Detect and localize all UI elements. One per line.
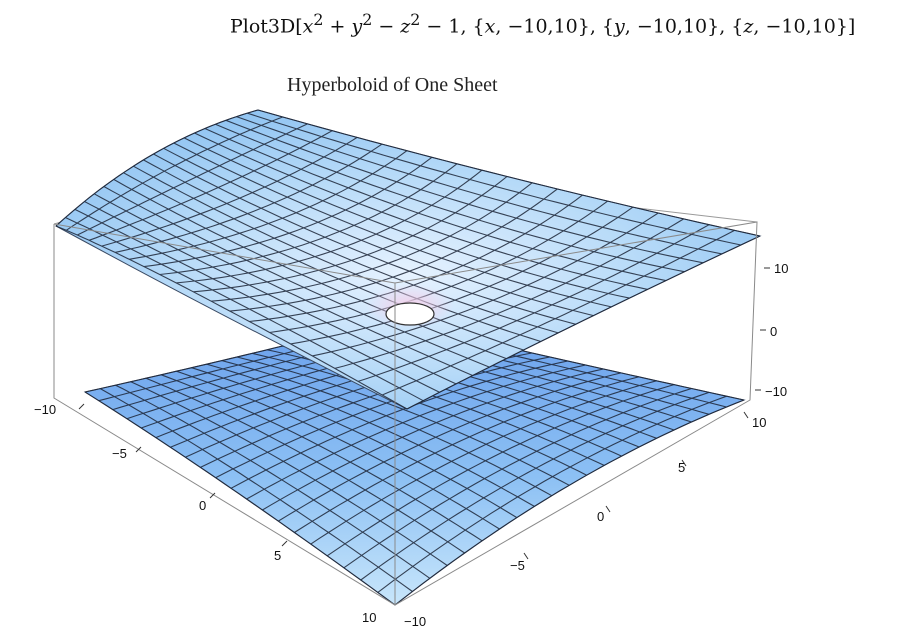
- mesh-line: [211, 182, 533, 302]
- mesh-line: [394, 399, 745, 606]
- mesh-line: [55, 109, 259, 227]
- x-tick-label: 0: [199, 498, 206, 513]
- y-axis-labels: −10 −5 0 5 10: [404, 415, 766, 629]
- x-tick-label: 10: [362, 610, 376, 625]
- upper-sheet-surface: [55, 109, 762, 410]
- mesh-line: [381, 229, 735, 396]
- mesh-line: [406, 235, 761, 410]
- mesh-line: [65, 116, 283, 231]
- mesh-line: [159, 163, 458, 276]
- x-tick-label: 5: [274, 548, 281, 563]
- plot-title: Hyperboloid of One Sheet: [287, 74, 498, 96]
- throat-hole: [385, 302, 435, 326]
- mesh-line: [262, 368, 604, 511]
- mesh-line: [357, 224, 710, 382]
- y-tick-label: 10: [752, 415, 766, 430]
- mesh-line: [114, 143, 383, 253]
- mesh-line: [377, 395, 727, 593]
- y-tick-label: 5: [678, 460, 685, 475]
- mesh-line: [294, 376, 639, 533]
- y-tick-label: −5: [510, 558, 525, 573]
- mesh-line: [193, 176, 508, 293]
- mesh-line: [312, 212, 659, 357]
- mesh-line: [77, 123, 308, 236]
- lower-sheet-surface: [83, 319, 746, 606]
- mesh-line: [88, 130, 333, 241]
- x-tick-label: −5: [112, 446, 127, 461]
- mesh-line: [230, 360, 568, 489]
- mesh-line: [215, 356, 551, 479]
- axis-ticks: [78, 267, 770, 560]
- mesh-line: [129, 150, 408, 260]
- mesh-line: [326, 384, 675, 557]
- z-tick-label: 10: [774, 261, 788, 276]
- mesh-line: [249, 194, 583, 323]
- mesh-line: [229, 188, 558, 312]
- z-tick-label: 0: [770, 324, 777, 339]
- mesh-line: [176, 169, 483, 284]
- y-tick-label: 0: [597, 509, 604, 524]
- plot3d-command: Plot3D[x2 + y2 − z2 − 1, {x, −10,10}, {y…: [230, 10, 856, 38]
- z-axis-labels: 10 0 −10: [765, 261, 788, 399]
- mesh-line: [143, 156, 433, 268]
- bounding-box-front: [53, 221, 758, 606]
- x-axis-labels: −10 −5 0 5 10: [34, 402, 376, 625]
- mesh-line: [246, 364, 586, 500]
- z-tick-label: −10: [765, 384, 787, 399]
- mesh-line: [278, 372, 622, 522]
- mesh-line: [290, 206, 634, 345]
- x-tick-label: −10: [34, 402, 56, 417]
- mesh-line: [310, 380, 657, 545]
- mesh-line: [343, 387, 692, 569]
- mesh-line: [360, 391, 710, 581]
- y-tick-label: −10: [404, 614, 426, 629]
- mesh-line: [269, 200, 609, 334]
- mesh-line: [101, 136, 358, 247]
